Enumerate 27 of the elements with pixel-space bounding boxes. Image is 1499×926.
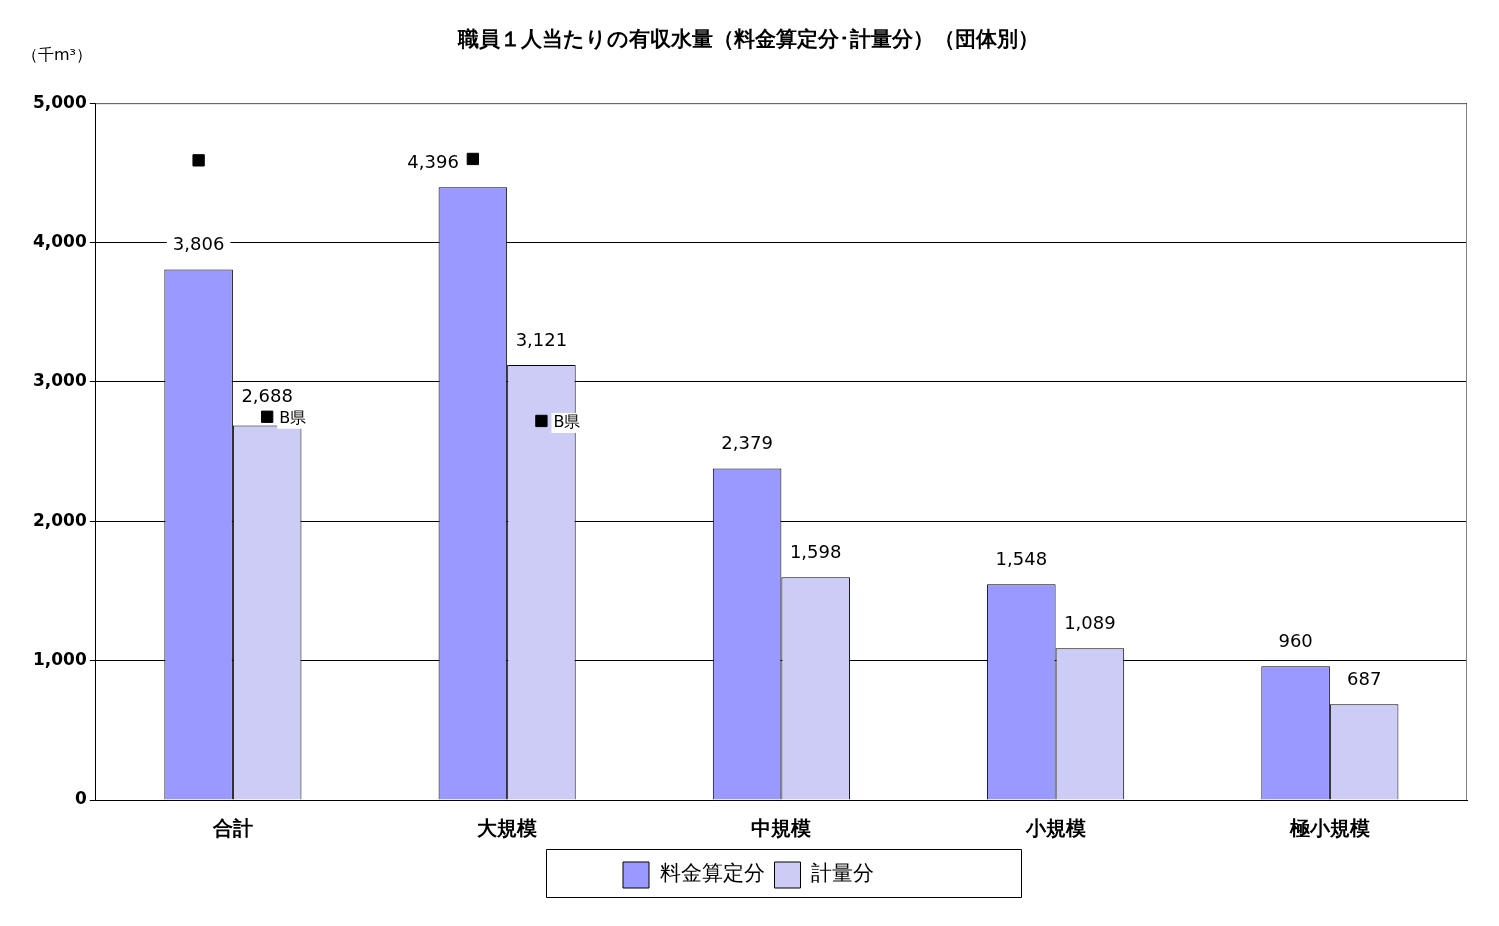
y-tick-label: 1,000 bbox=[32, 649, 87, 670]
y-tick-label: 0 bbox=[74, 788, 87, 809]
x-tick-label: 大規模 bbox=[477, 816, 538, 841]
y-tick-label: 3,000 bbox=[32, 370, 87, 391]
data-label: 4,396 bbox=[407, 151, 459, 173]
data-label: 1,598 bbox=[789, 540, 842, 562]
y-tick-label: 5,000 bbox=[32, 91, 87, 112]
data-label: 1,089 bbox=[1064, 611, 1116, 633]
data-label: 3,121 bbox=[515, 328, 568, 350]
data-label: 3,806 bbox=[172, 233, 225, 255]
annotation: B県 bbox=[279, 407, 307, 427]
annotation: B県 bbox=[553, 412, 581, 432]
data-label: 2,379 bbox=[721, 432, 773, 454]
x-tick-label: 小規模 bbox=[1024, 816, 1086, 841]
legend-label: 料金算定分 bbox=[659, 861, 765, 886]
y-axis-title: （千m³） bbox=[22, 45, 92, 65]
data-label: 1,548 bbox=[995, 547, 1048, 569]
x-tick-label: 極小規模 bbox=[1288, 816, 1370, 841]
x-tick-label: 中規模 bbox=[751, 816, 812, 841]
legend-label: 計量分 bbox=[811, 861, 874, 886]
x-tick-label: 合計 bbox=[211, 816, 253, 841]
data-label: 687 bbox=[1346, 667, 1382, 689]
y-tick-label: 2,000 bbox=[32, 509, 87, 530]
chart-title: 職員１人当たりの有収水量（料金算定分･計量分）（団体別） bbox=[457, 27, 1039, 52]
data-label: 2,688 bbox=[241, 385, 293, 407]
data-label: 960 bbox=[1278, 629, 1313, 651]
y-tick-label: 4,000 bbox=[32, 230, 87, 251]
